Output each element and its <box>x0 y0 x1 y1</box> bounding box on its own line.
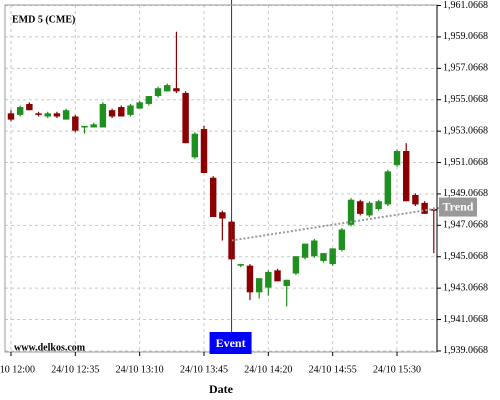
candle-body <box>200 129 208 174</box>
x-tick-label: 24/10 12:00 <box>0 364 35 375</box>
event-label: Event <box>216 336 246 350</box>
x-axis-title: Date <box>209 382 234 396</box>
candle-body <box>191 133 199 158</box>
candle-body <box>375 201 382 210</box>
candle-body <box>255 278 263 293</box>
y-tick-label: 1,951.0668 <box>443 157 488 168</box>
x-tick-label: 24/10 15:30 <box>373 364 421 375</box>
y-tick-label: 1,957.0668 <box>443 63 488 74</box>
candle-body <box>99 103 107 128</box>
candle-body <box>44 113 51 117</box>
candle-body <box>108 110 116 117</box>
candle-body <box>338 229 346 250</box>
candle-body <box>393 151 401 166</box>
candle-body <box>145 96 153 104</box>
candle-body <box>7 113 15 120</box>
y-tick-label: 1,949.0668 <box>443 188 488 199</box>
x-tick-label: 24/10 13:45 <box>180 364 228 375</box>
y-tick-label: 1,959.0668 <box>443 31 488 42</box>
candle-body <box>412 194 419 205</box>
x-tick-label: 24/10 14:20 <box>244 364 292 375</box>
chart-title: EMD 5 (CME) <box>12 14 75 25</box>
candle-body <box>237 264 244 266</box>
candle-body <box>320 253 327 261</box>
candle-body <box>182 92 189 144</box>
candle-body <box>265 271 272 288</box>
candle-body <box>402 151 410 202</box>
candle-body <box>357 201 364 214</box>
watermark: www.delkos.com <box>14 342 86 353</box>
candle-body <box>16 107 24 115</box>
candle-body <box>154 88 162 97</box>
y-tick-label: 1,941.0668 <box>443 314 488 325</box>
candle-body <box>136 102 143 109</box>
candle-body <box>173 88 180 92</box>
candle-body <box>81 125 88 128</box>
candle-body <box>384 171 392 205</box>
candle-body <box>292 256 300 274</box>
candle-body <box>274 270 281 282</box>
candle-body <box>246 265 254 293</box>
x-tick-label: 24/10 12:35 <box>51 364 99 375</box>
candle-body <box>301 243 309 258</box>
candle-body <box>35 113 42 115</box>
y-tick-label: 1,955.0668 <box>443 94 488 105</box>
y-tick-label: 1,961.0668 <box>443 0 488 11</box>
candle-body <box>329 248 336 265</box>
candle-body <box>283 279 290 287</box>
y-tick-label: 1,953.0668 <box>443 125 488 136</box>
candle-body <box>90 124 97 128</box>
candle-body <box>127 105 134 115</box>
candle-body <box>209 177 217 217</box>
y-tick-label: 1,939.0668 <box>443 345 488 356</box>
x-tick-label: 24/10 14:55 <box>309 364 357 375</box>
candle-body <box>164 85 171 92</box>
event-label-box <box>209 332 252 354</box>
candle-body <box>219 212 226 219</box>
candle-body <box>347 199 355 225</box>
candle-body <box>421 202 428 214</box>
trend-label: Trend <box>443 199 474 213</box>
y-tick-label: 1,945.0668 <box>443 251 488 262</box>
y-tick-label: 1,943.0668 <box>443 282 488 293</box>
candle-body <box>53 113 61 117</box>
candle-body <box>311 240 318 257</box>
candle-body <box>62 110 70 120</box>
candle-body <box>118 107 125 117</box>
trend-label-box <box>439 197 477 217</box>
candle-body <box>366 202 373 216</box>
candle-body <box>26 103 33 111</box>
y-tick-label: 1,947.0668 <box>443 220 488 231</box>
candle-body <box>72 116 79 131</box>
x-tick-label: 24/10 13:10 <box>116 364 164 375</box>
